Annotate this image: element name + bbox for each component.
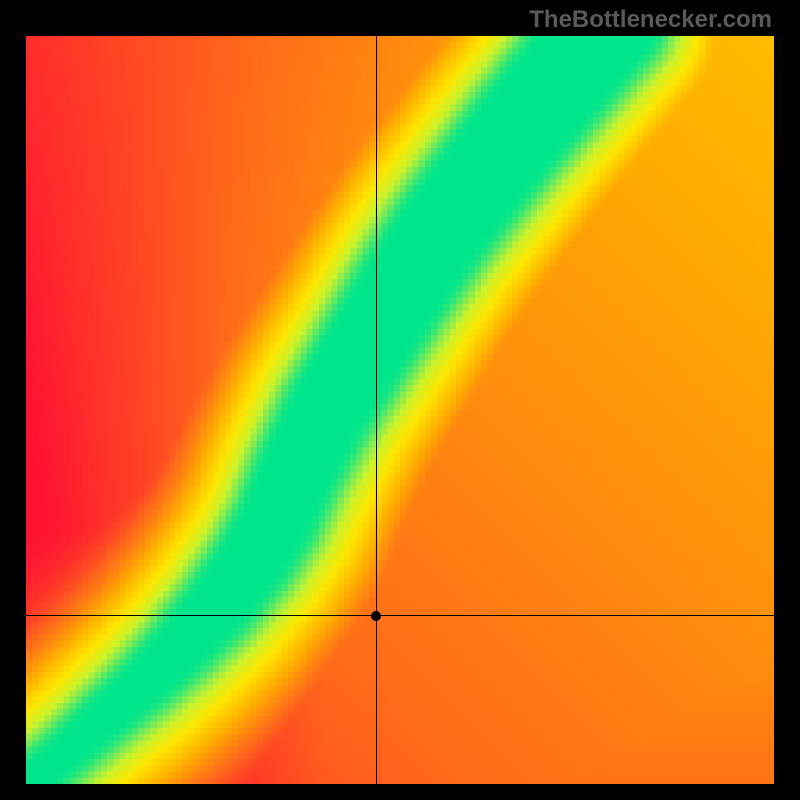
crosshair-vertical — [376, 36, 377, 784]
watermark-text: TheBottlenecker.com — [529, 6, 772, 34]
bottleneck-heatmap — [26, 36, 774, 784]
crosshair-horizontal — [26, 615, 774, 616]
chart-container: TheBottlenecker.com — [0, 0, 800, 800]
crosshair-dot — [371, 611, 381, 621]
